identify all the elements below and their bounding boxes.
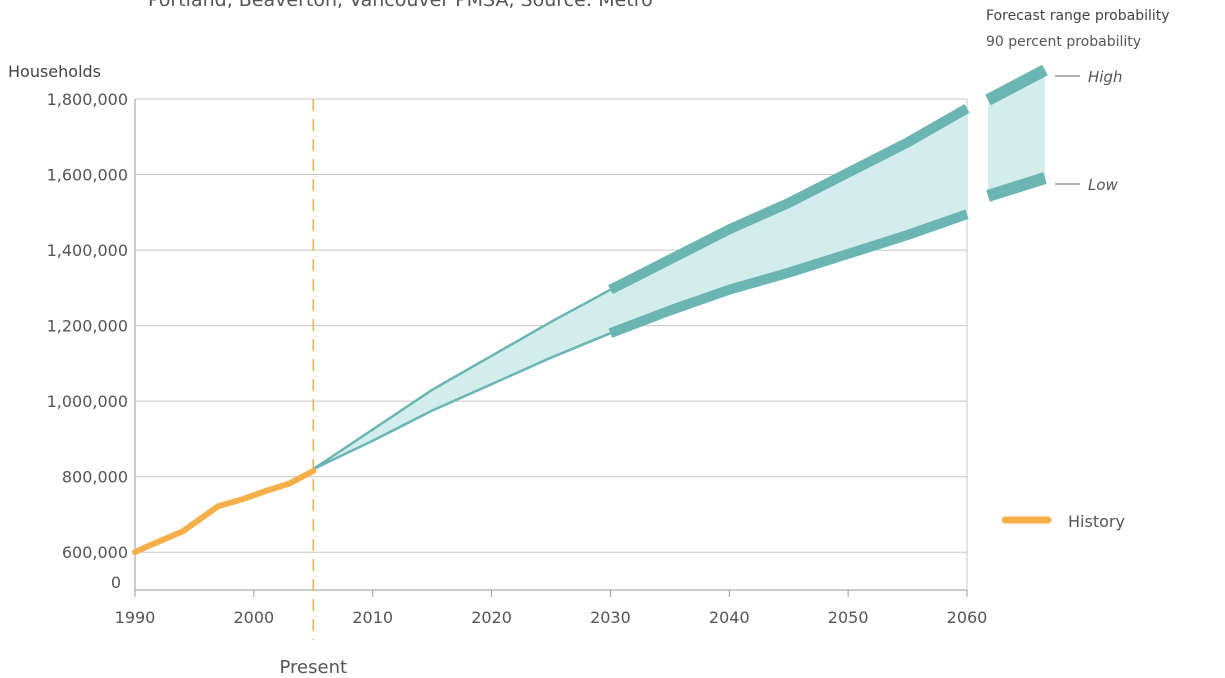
y-tick-label: 600,000 (62, 543, 128, 562)
series-line-history (132, 468, 317, 556)
forecast-high-line-thick (608, 104, 970, 295)
y-axis-label: Households (8, 62, 101, 81)
x-tick-label: 2010 (352, 608, 393, 627)
legend-title: Forecast range probability (986, 8, 1170, 24)
y-tick-label: 1,400,000 (47, 241, 128, 260)
legend-high-label: High (1088, 68, 1122, 86)
legend-history-label: History (1068, 512, 1125, 531)
legend-band-low-edge (986, 172, 1047, 202)
y-tick-label: 1,200,000 (47, 317, 128, 336)
x-tick-label: 2040 (709, 608, 750, 627)
tick-labels: 600,000 800,000 1,000,000 1,200,000 1,400,00… (47, 90, 988, 627)
x-tick-label: 2020 (471, 608, 512, 627)
x-tick-label: 2050 (828, 608, 869, 627)
x-tick-label: 2030 (590, 608, 631, 627)
y-tick-label: 1,800,000 (47, 90, 128, 109)
x-tick-label: 1990 (115, 608, 156, 627)
x-tick-label: 2060 (947, 608, 988, 627)
chart-subtitle: Portland, Beaverton, Vancouver PMSA, Sou… (148, 0, 653, 11)
y-tick-label: 800,000 (62, 468, 128, 487)
legend-band-swatch (988, 70, 1045, 196)
forecast-band (312, 104, 970, 471)
y-tick-label-zero: 0 (111, 573, 121, 592)
history-series (132, 468, 317, 556)
present-marker: Present (280, 99, 348, 678)
forecast-low-line-thick (608, 209, 969, 338)
y-tick-label: 1,600,000 (47, 166, 128, 185)
y-tick-label: 1,000,000 (47, 392, 128, 411)
legend-low-label: Low (1088, 176, 1119, 194)
gridlines (135, 98, 967, 553)
legend: Forecast range probability 90 percent pr… (985, 8, 1170, 531)
legend-subtitle: 90 percent probability (986, 34, 1141, 50)
legend-band-high-edge (985, 64, 1048, 106)
present-label: Present (280, 657, 348, 678)
x-tick-label: 2000 (233, 608, 274, 627)
